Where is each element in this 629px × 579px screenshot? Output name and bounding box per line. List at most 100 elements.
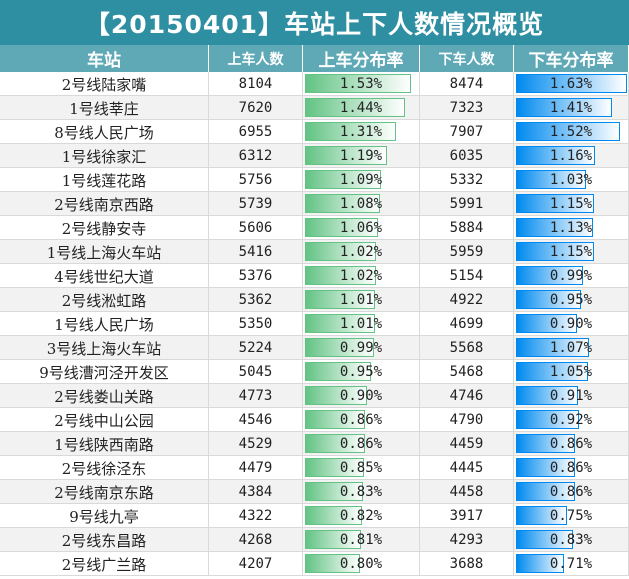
alighting-rate-cell[interactable]: 0.90% — [514, 312, 629, 336]
alighting-rate-cell[interactable]: 1.63% — [514, 72, 629, 96]
alighting-count-cell[interactable]: 3917 — [420, 504, 514, 528]
station-cell[interactable]: 3号线上海火车站 — [0, 336, 209, 360]
station-cell[interactable]: 1号线人民广场 — [0, 312, 209, 336]
alighting-count-cell[interactable]: 5568 — [420, 336, 514, 360]
boarding-count-cell[interactable]: 5224 — [209, 336, 303, 360]
table-row[interactable]: 1号线陕西南路 4529 0.86% 4459 0.86% — [0, 432, 629, 456]
boarding-rate-cell[interactable]: 1.08% — [303, 192, 420, 216]
boarding-rate-cell[interactable]: 0.99% — [303, 336, 420, 360]
alighting-count-cell[interactable]: 3688 — [420, 552, 514, 576]
station-cell[interactable]: 9号线漕河泾开发区 — [0, 360, 209, 384]
header-alighting-rate[interactable]: 下车分布率 — [514, 45, 629, 72]
table-row[interactable]: 2号线中山公园 4546 0.86% 4790 0.92% — [0, 408, 629, 432]
header-boarding-rate[interactable]: 上车分布率 — [303, 45, 420, 72]
alighting-rate-cell[interactable]: 1.07% — [514, 336, 629, 360]
table-row[interactable]: 9号线漕河泾开发区 5045 0.95% 5468 1.05% — [0, 360, 629, 384]
alighting-rate-cell[interactable]: 1.16% — [514, 144, 629, 168]
alighting-rate-cell[interactable]: 1.41% — [514, 96, 629, 120]
boarding-rate-cell[interactable]: 1.06% — [303, 216, 420, 240]
table-row[interactable]: 1号线徐家汇 6312 1.19% 6035 1.16% — [0, 144, 629, 168]
boarding-count-cell[interactable]: 5756 — [209, 168, 303, 192]
station-cell[interactable]: 1号线莲花路 — [0, 168, 209, 192]
station-cell[interactable]: 2号线陆家嘴 — [0, 72, 209, 96]
boarding-count-cell[interactable]: 5362 — [209, 288, 303, 312]
boarding-count-cell[interactable]: 4529 — [209, 432, 303, 456]
boarding-count-cell[interactable]: 4207 — [209, 552, 303, 576]
alighting-count-cell[interactable]: 7323 — [420, 96, 514, 120]
boarding-count-cell[interactable]: 5045 — [209, 360, 303, 384]
table-row[interactable]: 2号线南京东路 4384 0.83% 4458 0.86% — [0, 480, 629, 504]
station-cell[interactable]: 2号线中山公园 — [0, 408, 209, 432]
station-cell[interactable]: 1号线陕西南路 — [0, 432, 209, 456]
alighting-count-cell[interactable]: 5332 — [420, 168, 514, 192]
boarding-count-cell[interactable]: 4322 — [209, 504, 303, 528]
boarding-count-cell[interactable]: 7620 — [209, 96, 303, 120]
alighting-rate-cell[interactable]: 0.95% — [514, 288, 629, 312]
alighting-count-cell[interactable]: 4445 — [420, 456, 514, 480]
boarding-rate-cell[interactable]: 1.44% — [303, 96, 420, 120]
alighting-rate-cell[interactable]: 1.13% — [514, 216, 629, 240]
table-row[interactable]: 2号线娄山关路 4773 0.90% 4746 0.91% — [0, 384, 629, 408]
alighting-count-cell[interactable]: 5884 — [420, 216, 514, 240]
boarding-rate-cell[interactable]: 0.90% — [303, 384, 420, 408]
boarding-rate-cell[interactable]: 1.01% — [303, 312, 420, 336]
station-cell[interactable]: 2号线娄山关路 — [0, 384, 209, 408]
table-row[interactable]: 3号线上海火车站 5224 0.99% 5568 1.07% — [0, 336, 629, 360]
alighting-count-cell[interactable]: 8474 — [420, 72, 514, 96]
boarding-rate-cell[interactable]: 0.85% — [303, 456, 420, 480]
boarding-count-cell[interactable]: 5416 — [209, 240, 303, 264]
station-cell[interactable]: 2号线东昌路 — [0, 528, 209, 552]
table-row[interactable]: 1号线莲花路 5756 1.09% 5332 1.03% — [0, 168, 629, 192]
alighting-count-cell[interactable]: 4459 — [420, 432, 514, 456]
boarding-count-cell[interactable]: 4479 — [209, 456, 303, 480]
boarding-rate-cell[interactable]: 1.02% — [303, 264, 420, 288]
header-alighting-count[interactable]: 下车人数 — [420, 45, 514, 72]
alighting-rate-cell[interactable]: 0.86% — [514, 456, 629, 480]
table-row[interactable]: 9号线九亭 4322 0.82% 3917 0.75% — [0, 504, 629, 528]
alighting-count-cell[interactable]: 5991 — [420, 192, 514, 216]
boarding-count-cell[interactable]: 4546 — [209, 408, 303, 432]
alighting-rate-cell[interactable]: 0.99% — [514, 264, 629, 288]
alighting-rate-cell[interactable]: 0.83% — [514, 528, 629, 552]
alighting-rate-cell[interactable]: 0.92% — [514, 408, 629, 432]
boarding-count-cell[interactable]: 8104 — [209, 72, 303, 96]
boarding-count-cell[interactable]: 5606 — [209, 216, 303, 240]
table-row[interactable]: 1号线莘庄 7620 1.44% 7323 1.41% — [0, 96, 629, 120]
alighting-rate-cell[interactable]: 1.52% — [514, 120, 629, 144]
alighting-rate-cell[interactable]: 1.15% — [514, 192, 629, 216]
boarding-rate-cell[interactable]: 1.09% — [303, 168, 420, 192]
station-cell[interactable]: 2号线南京西路 — [0, 192, 209, 216]
table-row[interactable]: 2号线南京西路 5739 1.08% 5991 1.15% — [0, 192, 629, 216]
station-cell[interactable]: 1号线莘庄 — [0, 96, 209, 120]
header-boarding-count[interactable]: 上车人数 — [209, 45, 303, 72]
table-row[interactable]: 2号线东昌路 4268 0.81% 4293 0.83% — [0, 528, 629, 552]
alighting-count-cell[interactable]: 4458 — [420, 480, 514, 504]
station-cell[interactable]: 2号线广兰路 — [0, 552, 209, 576]
table-row[interactable]: 2号线淞虹路 5362 1.01% 4922 0.95% — [0, 288, 629, 312]
station-cell[interactable]: 2号线静安寺 — [0, 216, 209, 240]
boarding-count-cell[interactable]: 5376 — [209, 264, 303, 288]
table-row[interactable]: 1号线上海火车站 5416 1.02% 5959 1.15% — [0, 240, 629, 264]
station-cell[interactable]: 1号线徐家汇 — [0, 144, 209, 168]
boarding-rate-cell[interactable]: 1.19% — [303, 144, 420, 168]
alighting-rate-cell[interactable]: 1.05% — [514, 360, 629, 384]
boarding-rate-cell[interactable]: 1.31% — [303, 120, 420, 144]
boarding-count-cell[interactable]: 4773 — [209, 384, 303, 408]
boarding-count-cell[interactable]: 5350 — [209, 312, 303, 336]
boarding-rate-cell[interactable]: 0.80% — [303, 552, 420, 576]
boarding-count-cell[interactable]: 6312 — [209, 144, 303, 168]
boarding-count-cell[interactable]: 6955 — [209, 120, 303, 144]
boarding-rate-cell[interactable]: 1.53% — [303, 72, 420, 96]
boarding-rate-cell[interactable]: 0.83% — [303, 480, 420, 504]
boarding-rate-cell[interactable]: 0.81% — [303, 528, 420, 552]
alighting-rate-cell[interactable]: 0.75% — [514, 504, 629, 528]
alighting-count-cell[interactable]: 4293 — [420, 528, 514, 552]
alighting-count-cell[interactable]: 5959 — [420, 240, 514, 264]
boarding-rate-cell[interactable]: 0.82% — [303, 504, 420, 528]
alighting-count-cell[interactable]: 4746 — [420, 384, 514, 408]
table-row[interactable]: 4号线世纪大道 5376 1.02% 5154 0.99% — [0, 264, 629, 288]
boarding-rate-cell[interactable]: 0.86% — [303, 432, 420, 456]
alighting-rate-cell[interactable]: 0.91% — [514, 384, 629, 408]
boarding-count-cell[interactable]: 4384 — [209, 480, 303, 504]
station-cell[interactable]: 1号线上海火车站 — [0, 240, 209, 264]
